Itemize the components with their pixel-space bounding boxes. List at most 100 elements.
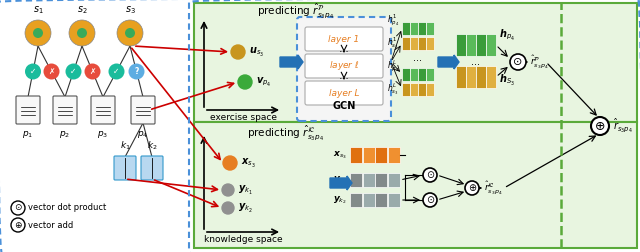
Circle shape	[84, 64, 100, 79]
Text: $\hat{r}^{\mathcal{K}}_{s_3p_4}$: $\hat{r}^{\mathcal{K}}_{s_3p_4}$	[484, 180, 502, 196]
Bar	[456, 34, 465, 56]
Text: $\boldsymbol{x}_{s_3}$: $\boldsymbol{x}_{s_3}$	[241, 156, 256, 170]
Text: ✓: ✓	[113, 67, 120, 76]
FancyBboxPatch shape	[305, 27, 383, 51]
Bar	[194, 122, 637, 248]
Circle shape	[129, 64, 145, 79]
Bar	[402, 68, 410, 80]
Bar	[350, 173, 362, 187]
Text: $p_1$: $p_1$	[22, 129, 34, 140]
Text: $h^L_{p_4}$: $h^L_{p_4}$	[387, 58, 399, 74]
Text: ⊕: ⊕	[468, 183, 476, 193]
Text: $\hat{r}^{\mathcal{P}}_{s_3p_4}$: $\hat{r}^{\mathcal{P}}_{s_3p_4}$	[530, 54, 548, 70]
Bar	[410, 68, 417, 80]
FancyArrow shape	[330, 176, 352, 190]
Text: $\hat{r}_{s_3p_4}$: $\hat{r}_{s_3p_4}$	[613, 117, 633, 135]
Text: ⊙: ⊙	[14, 204, 22, 212]
FancyArrow shape	[438, 55, 459, 69]
Bar	[418, 68, 426, 80]
Circle shape	[223, 156, 237, 170]
Text: $\boldsymbol{y}_{k_1}$: $\boldsymbol{y}_{k_1}$	[238, 183, 253, 197]
Text: layer 1: layer 1	[328, 35, 360, 44]
Bar	[486, 34, 495, 56]
Circle shape	[25, 64, 41, 79]
Bar	[486, 66, 495, 88]
Bar	[387, 193, 399, 207]
Circle shape	[11, 201, 25, 215]
Bar	[350, 193, 362, 207]
FancyBboxPatch shape	[141, 156, 163, 180]
Bar	[426, 68, 433, 80]
Circle shape	[510, 54, 526, 70]
Text: GCN: GCN	[332, 101, 356, 111]
FancyBboxPatch shape	[53, 96, 77, 124]
Text: $\boldsymbol{u}_{s_3}$: $\boldsymbol{u}_{s_3}$	[249, 45, 264, 58]
Text: $p_4$: $p_4$	[138, 129, 148, 140]
Text: ✓: ✓	[30, 67, 36, 76]
Bar	[476, 34, 486, 56]
FancyBboxPatch shape	[114, 156, 136, 180]
Text: $\boldsymbol{y}_{k_2}$: $\boldsymbol{y}_{k_2}$	[333, 194, 347, 206]
Text: vector dot product: vector dot product	[28, 204, 106, 212]
Bar	[194, 3, 637, 122]
Text: $s_2$: $s_2$	[77, 4, 87, 16]
Text: $\boldsymbol{y}_{k_1}$: $\boldsymbol{y}_{k_1}$	[333, 174, 347, 186]
Circle shape	[33, 28, 43, 38]
Bar	[375, 193, 387, 207]
Circle shape	[44, 64, 60, 79]
Text: ...: ...	[339, 44, 349, 54]
Circle shape	[222, 202, 234, 214]
Bar	[456, 66, 465, 88]
Circle shape	[77, 28, 87, 38]
Text: ...: ...	[472, 57, 481, 67]
Bar	[402, 21, 410, 35]
Text: predicting $\hat{r}^{\mathcal{P}}_{s_3p_4}$: predicting $\hat{r}^{\mathcal{P}}_{s_3p_…	[257, 1, 333, 21]
Text: layer L: layer L	[329, 88, 359, 98]
Text: ✗: ✗	[48, 67, 54, 76]
Bar	[426, 82, 433, 96]
Text: $p_3$: $p_3$	[97, 129, 109, 140]
FancyBboxPatch shape	[305, 81, 383, 105]
Bar	[418, 37, 426, 49]
Bar	[426, 21, 433, 35]
Circle shape	[117, 20, 143, 46]
Circle shape	[69, 20, 95, 46]
Circle shape	[423, 168, 437, 182]
Text: exercise space: exercise space	[209, 113, 276, 122]
FancyBboxPatch shape	[131, 96, 155, 124]
Text: ✓: ✓	[70, 67, 77, 76]
Bar	[375, 147, 387, 163]
Circle shape	[222, 184, 234, 196]
Bar	[410, 21, 417, 35]
Text: $h^L_{s_3}$: $h^L_{s_3}$	[387, 81, 399, 97]
Text: $\boldsymbol{h}_{S_3}$: $\boldsymbol{h}_{S_3}$	[499, 73, 515, 87]
Text: $\boldsymbol{v}_{p_4}$: $\boldsymbol{v}_{p_4}$	[256, 76, 271, 88]
Text: ⊙: ⊙	[426, 170, 434, 180]
Text: $k_1$: $k_1$	[120, 140, 131, 152]
Bar	[426, 37, 433, 49]
Circle shape	[109, 64, 125, 79]
Bar	[402, 82, 410, 96]
Text: ?: ?	[134, 67, 139, 76]
Text: $\boldsymbol{y}_{k_2}$: $\boldsymbol{y}_{k_2}$	[238, 201, 253, 214]
Bar	[362, 147, 374, 163]
Text: predicting $\hat{r}^{\mathcal{K}}_{s_3p_4}$: predicting $\hat{r}^{\mathcal{K}}_{s_3p_…	[246, 123, 323, 143]
Circle shape	[423, 193, 437, 207]
Bar	[410, 37, 417, 49]
Bar	[402, 37, 410, 49]
Text: ...: ...	[413, 53, 422, 63]
Text: $\boldsymbol{h}_{p_4}$: $\boldsymbol{h}_{p_4}$	[499, 27, 515, 42]
Circle shape	[65, 64, 81, 79]
Text: ⊙: ⊙	[513, 57, 523, 67]
Circle shape	[25, 20, 51, 46]
Text: $s_1$: $s_1$	[33, 4, 44, 16]
Text: $p_2$: $p_2$	[60, 129, 70, 140]
Text: $h^1_{s_3}$: $h^1_{s_3}$	[387, 35, 399, 51]
FancyBboxPatch shape	[16, 96, 40, 124]
Text: $k_2$: $k_2$	[147, 140, 157, 152]
Bar	[418, 21, 426, 35]
Bar	[466, 66, 476, 88]
Text: $h^1_{p_4}$: $h^1_{p_4}$	[387, 12, 399, 28]
Bar	[362, 193, 374, 207]
Text: ⊙: ⊙	[426, 195, 434, 205]
